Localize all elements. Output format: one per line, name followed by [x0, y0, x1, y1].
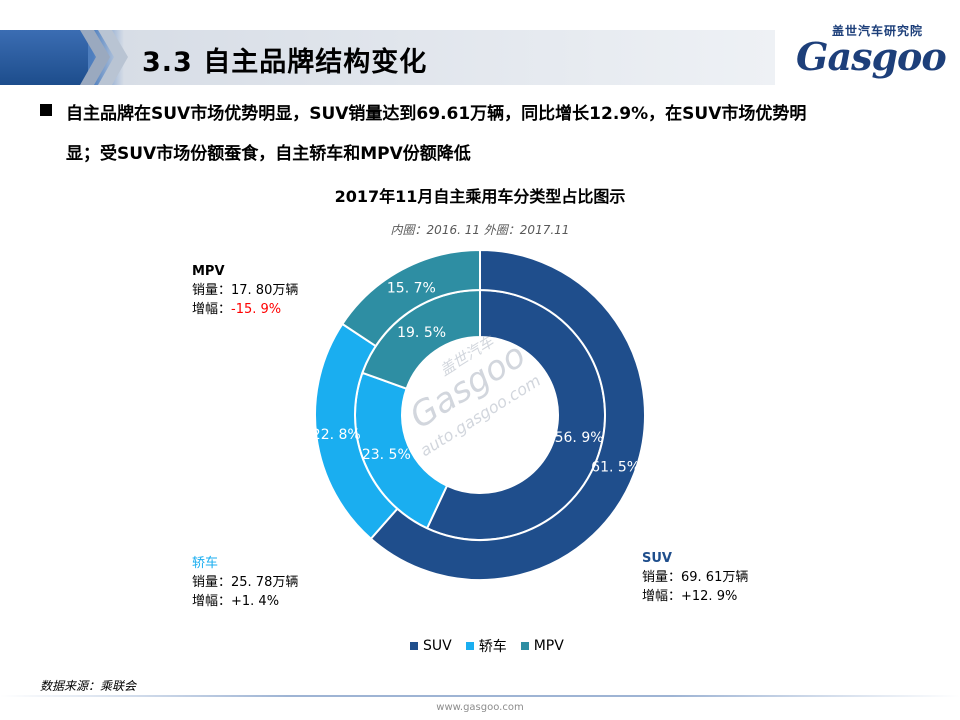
- legend-item-suv: SUV: [410, 638, 452, 654]
- inner-ring-label-mpv: 19. 5%: [397, 325, 446, 341]
- suv-annotation-sales: 销量：69. 61万辆: [642, 570, 749, 585]
- footer-url: www.gasgoo.com: [436, 702, 524, 713]
- suv-annotation: SUV 销量：69. 61万辆 增幅：+12. 9%: [642, 549, 748, 606]
- mpv-annotation-title: MPV: [192, 264, 225, 279]
- legend-label-suv: SUV: [423, 638, 452, 654]
- legend-label-sedan: 轿车: [478, 639, 507, 655]
- outer-ring-slice-suv: [369, 248, 646, 581]
- bullet-square-icon: [40, 104, 52, 116]
- outer-ring-slice-mpv: [340, 248, 481, 348]
- legend-item-sedan: 轿车: [465, 636, 507, 656]
- chevron-decoration-icon: [80, 30, 128, 85]
- legend-label-mpv: MPV: [533, 638, 564, 654]
- chart-title: 2017年11月自主乘用车分类型占比图示: [334, 187, 626, 206]
- legend-swatch-mpv: [520, 642, 529, 650]
- mpv-annotation-sales: 销量：17. 80万辆: [192, 283, 299, 298]
- header-accent: [0, 30, 88, 85]
- page-title: 3.3 自主品牌结构变化: [142, 47, 428, 78]
- sedan-annotation: 轿车 销量：25. 78万辆 增幅：+1. 4%: [192, 554, 298, 611]
- outer-ring-label-mpv: 15. 7%: [387, 280, 436, 296]
- mpv-growth-value: -15. 9%: [231, 302, 282, 317]
- legend-item-mpv: MPV: [520, 638, 564, 654]
- inner-ring-label-sedan: 23. 5%: [362, 447, 411, 463]
- logo-brand-text: Gasgoo: [796, 34, 947, 79]
- footer-divider: [0, 695, 960, 697]
- legend-swatch-sedan: [465, 642, 474, 650]
- suv-annotation-title: SUV: [642, 551, 672, 566]
- bullet-line-1: 自主品牌在SUV市场优势明显，SUV销量达到69.61万辆，同比增长12.9%，…: [66, 104, 807, 124]
- gasgoo-logo: 盖世汽车研究院 Gasgoo: [790, 22, 950, 82]
- header-bar: [0, 30, 775, 85]
- data-source: 数据来源：乘联会: [40, 679, 137, 693]
- mpv-annotation-growth: 增幅：-15. 9%: [192, 300, 298, 319]
- outer-ring-label-sedan: 22. 8%: [312, 427, 361, 443]
- bullet-line-2: 显；受SUV市场份额蚕食，自主轿车和MPV份额降低: [66, 144, 471, 164]
- inner-ring-label-suv: 56. 9%: [555, 430, 604, 446]
- sedan-annotation-title: 轿车: [192, 556, 219, 571]
- chart-subtitle: 内圈：2016. 11 外圈：2017.11: [390, 223, 570, 237]
- mpv-annotation: MPV 销量：17. 80万辆 增幅：-15. 9%: [192, 262, 298, 319]
- logo-cn-text: 盖世汽车研究院: [832, 24, 924, 38]
- mpv-growth-label: 增幅：: [192, 302, 232, 317]
- sedan-annotation-sales: 销量：25. 78万辆: [192, 575, 299, 590]
- sedan-annotation-growth: 增幅：+1. 4%: [192, 594, 280, 609]
- chart-legend: SUV 轿车 MPV: [410, 636, 564, 656]
- suv-annotation-growth: 增幅：+12. 9%: [642, 589, 738, 604]
- outer-ring-label-suv: 61. 5%: [591, 459, 640, 475]
- legend-swatch-suv: [410, 642, 418, 650]
